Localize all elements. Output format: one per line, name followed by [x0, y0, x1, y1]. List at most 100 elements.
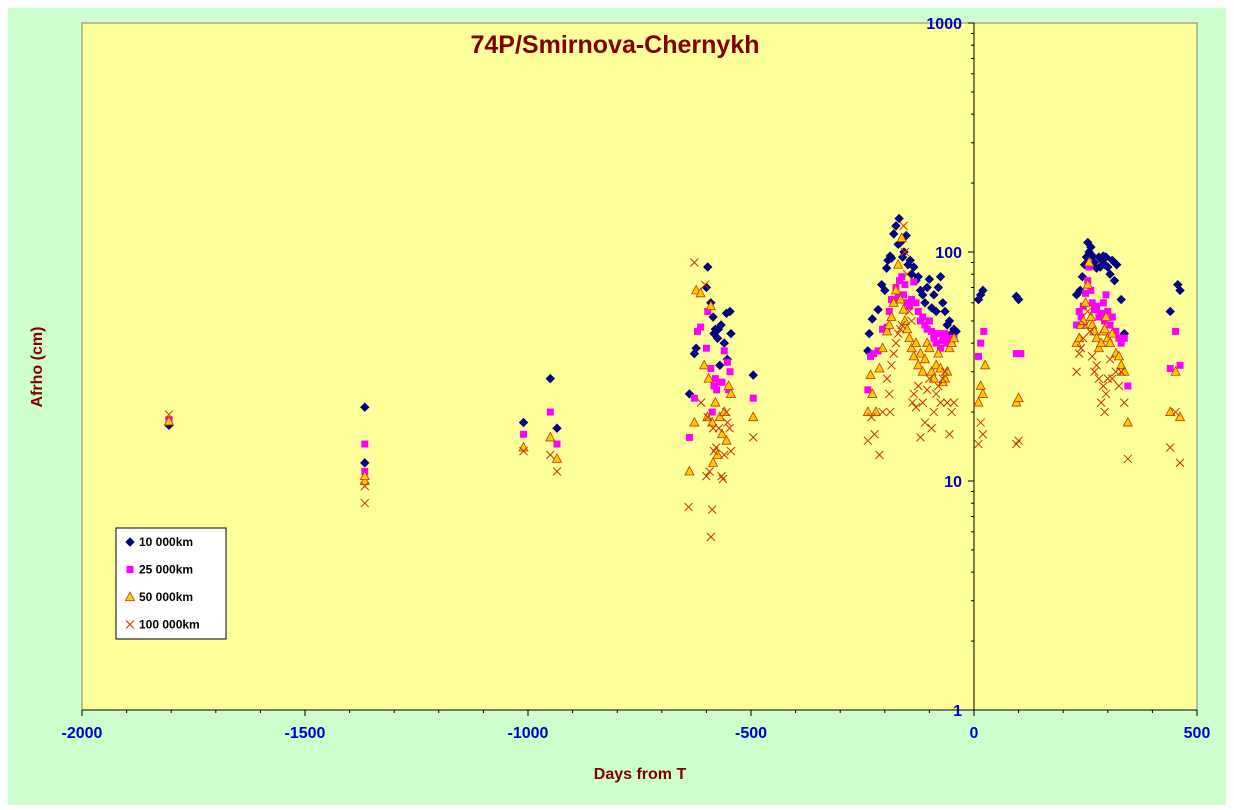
data-point	[898, 273, 906, 281]
data-point	[1166, 364, 1174, 372]
data-point	[1101, 389, 1111, 399]
data-point	[1078, 333, 1088, 343]
data-point	[707, 457, 719, 467]
data-point	[725, 386, 733, 394]
data-point	[716, 428, 728, 439]
data-point	[1105, 354, 1115, 364]
data-point	[881, 263, 892, 273]
data-point	[932, 339, 940, 347]
series-2	[163, 232, 1186, 485]
data-point	[931, 306, 941, 317]
data-point	[908, 398, 917, 407]
x-tick-label: 500	[1184, 725, 1211, 742]
legend-marker	[125, 620, 135, 629]
data-point	[900, 247, 910, 257]
data-point	[718, 378, 726, 386]
data-point	[703, 412, 713, 422]
data-point	[1083, 256, 1095, 267]
data-point	[925, 374, 934, 383]
data-point	[1083, 307, 1093, 316]
data-point	[1075, 307, 1083, 315]
data-point	[980, 327, 988, 335]
data-point	[919, 353, 931, 364]
data-point	[1116, 294, 1126, 305]
data-point	[910, 278, 918, 286]
data-point	[1096, 398, 1106, 407]
data-point	[899, 221, 908, 231]
data-point	[1013, 392, 1024, 403]
data-point	[748, 411, 759, 422]
data-point	[888, 296, 899, 307]
data-point	[941, 330, 949, 338]
data-point	[897, 320, 907, 330]
data-point	[864, 386, 872, 394]
data-point	[975, 380, 986, 390]
data-point	[1165, 306, 1175, 317]
series-3	[164, 221, 1185, 542]
data-point	[1082, 278, 1093, 289]
data-point	[690, 394, 698, 402]
data-point	[1165, 443, 1175, 452]
data-point	[693, 327, 701, 335]
data-point	[707, 364, 715, 372]
data-point	[978, 429, 988, 439]
data-point	[723, 418, 732, 427]
data-point	[927, 423, 936, 433]
data-point	[1103, 262, 1113, 272]
data-point	[1174, 411, 1186, 422]
data-point	[713, 386, 721, 394]
data-point	[949, 398, 959, 407]
data-point	[710, 396, 721, 407]
data-point	[938, 374, 948, 383]
data-point	[359, 470, 370, 481]
data-point	[867, 412, 876, 422]
data-point	[891, 338, 901, 348]
data-point	[1091, 332, 1102, 343]
data-point	[361, 440, 369, 448]
data-point	[1109, 275, 1120, 286]
data-point	[912, 299, 920, 307]
data-point	[896, 277, 904, 285]
x-tick-label: -500	[735, 725, 767, 742]
data-point	[163, 415, 175, 426]
data-point	[877, 342, 888, 353]
data-point	[876, 279, 887, 290]
data-point	[917, 365, 928, 376]
legend-label: 100 000km	[139, 618, 200, 632]
data-point	[940, 306, 950, 317]
data-point	[1104, 307, 1112, 315]
data-point	[922, 282, 932, 293]
data-point	[545, 431, 556, 442]
data-point	[1073, 321, 1081, 329]
data-point	[905, 302, 913, 310]
data-point	[1082, 289, 1089, 297]
data-point	[929, 290, 939, 300]
x-tick-label: -1500	[285, 725, 326, 742]
data-point	[1123, 454, 1133, 464]
data-point	[920, 298, 930, 308]
data-point	[518, 417, 529, 428]
data-point	[904, 332, 915, 343]
data-point	[714, 411, 725, 422]
data-point	[929, 407, 939, 417]
data-point	[1099, 323, 1110, 334]
data-point	[916, 433, 925, 442]
data-point	[973, 396, 984, 407]
data-point	[520, 430, 528, 438]
data-point	[719, 450, 729, 460]
data-point	[748, 370, 758, 380]
data-point	[933, 381, 943, 391]
data-point	[906, 342, 917, 353]
data-point	[896, 232, 907, 243]
data-point	[878, 407, 887, 417]
data-point	[914, 307, 922, 315]
data-point	[1072, 367, 1081, 377]
data-point	[978, 285, 988, 296]
data-point	[702, 471, 711, 481]
data-point	[689, 416, 700, 427]
data-point	[938, 298, 948, 308]
data-point	[708, 408, 716, 416]
data-point	[900, 291, 908, 299]
data-point	[867, 388, 878, 398]
